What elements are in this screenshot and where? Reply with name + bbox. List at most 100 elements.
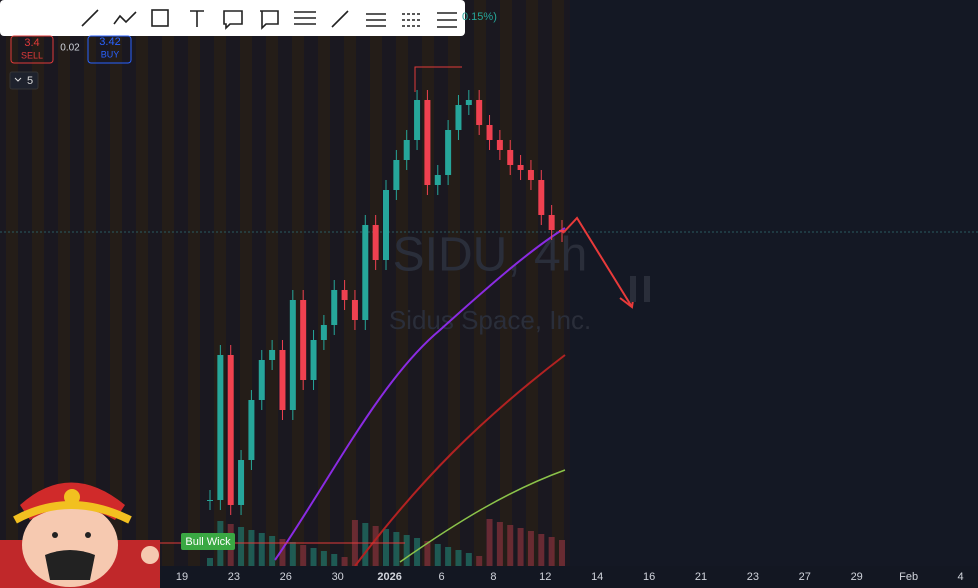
volume-bar [383, 529, 389, 566]
session-stripe [500, 0, 512, 566]
candle-body [476, 100, 483, 125]
tool-ray[interactable] [331, 10, 349, 28]
buy-price: 3.42 [99, 36, 120, 48]
volume-bar [538, 534, 545, 566]
volume-bar [455, 550, 462, 566]
buy-label: BUY [101, 49, 120, 59]
drawing-bracket [414, 66, 462, 92]
tool-fib[interactable] [294, 11, 316, 25]
session-stripe [344, 0, 356, 566]
candle-body [269, 350, 276, 360]
candle-body [527, 170, 534, 180]
volume-bar [238, 527, 245, 566]
volume-bar [476, 556, 483, 566]
tool-gann[interactable] [437, 12, 457, 28]
x-tick-label: 23 [747, 571, 759, 583]
session-stripe [526, 0, 538, 566]
x-tick-label: 19 [176, 571, 188, 583]
session-stripe [32, 0, 44, 566]
volume-bar [372, 526, 379, 566]
volume-bar [517, 528, 524, 566]
tool-callout[interactable] [223, 10, 243, 30]
candle-body [393, 160, 400, 190]
tool-rect[interactable] [151, 9, 169, 27]
session-stripe [292, 0, 304, 566]
session-stripe [370, 0, 382, 566]
volume-bar [269, 536, 276, 566]
mascot [0, 482, 160, 588]
candle-body [238, 460, 245, 505]
volume-bar [248, 530, 255, 566]
candle-body [455, 105, 462, 130]
volume-bar [414, 538, 421, 566]
tool-channel[interactable] [366, 13, 386, 27]
buy-button[interactable] [87, 35, 132, 64]
session-stripe [266, 0, 278, 566]
sell-button[interactable] [10, 35, 54, 64]
x-tick-label: 14 [591, 571, 603, 583]
candle-body [372, 225, 379, 260]
x-tick-label: 21 [695, 571, 707, 583]
ma-purple [274, 227, 566, 561]
candle-body [310, 340, 317, 380]
spread: 0.02 [60, 43, 80, 54]
candle-body [445, 130, 452, 175]
watermark-company: Sidus Space, Inc. [389, 305, 591, 335]
tool-note[interactable] [260, 10, 279, 30]
x-tick-label: 2026 [377, 571, 401, 583]
x-tick-label: 26 [280, 571, 292, 583]
candle-body [362, 225, 369, 320]
tool-path[interactable] [113, 11, 137, 25]
candle-body [548, 215, 555, 230]
x-tick-label: 4 [957, 571, 963, 583]
volume-bar [393, 532, 400, 566]
volume-bar [289, 542, 296, 566]
session-stripe [422, 0, 434, 566]
volume-bar [496, 522, 503, 566]
candle-body [331, 290, 338, 325]
candle-body [227, 355, 234, 505]
candle-body [258, 360, 265, 400]
candle-body [517, 165, 524, 170]
interval-menu[interactable] [9, 71, 39, 90]
chevron [14, 77, 22, 82]
annotation-box [181, 533, 235, 550]
volume-bar [403, 535, 410, 566]
candle-body [383, 190, 389, 260]
session-stripe [552, 0, 564, 566]
candle-body [434, 175, 441, 185]
candle-body [496, 140, 503, 150]
volume-bar [258, 533, 265, 566]
candle-body [248, 400, 255, 460]
ma-red [354, 354, 566, 567]
volume-bar [362, 523, 369, 566]
x-tick-label: 27 [799, 571, 811, 583]
volume-bar [424, 541, 431, 566]
candle-body [217, 355, 224, 500]
candle-body [559, 230, 565, 232]
session-stripe [110, 0, 122, 566]
session-stripe [6, 0, 18, 566]
sell-label: SELL [21, 50, 43, 60]
x-tick-label: Feb [899, 571, 918, 583]
x-tick-label: 16 [643, 571, 655, 583]
sell-price: 3.4 [24, 37, 39, 49]
session-stripe [136, 0, 148, 566]
candle-body [486, 125, 493, 140]
session-stripe [162, 0, 174, 566]
volume-bar [507, 525, 514, 566]
volume-bar [279, 539, 286, 566]
volume-bar [559, 540, 565, 566]
candle-body [289, 300, 296, 410]
x-tick-label: 23 [228, 571, 240, 583]
tool-line[interactable] [81, 9, 99, 27]
watermark-symbol: SIDU, 4h [393, 229, 588, 282]
tool-text[interactable] [190, 10, 204, 27]
pause-bar [644, 276, 650, 302]
tool-pitch[interactable] [402, 13, 420, 27]
ma-green [399, 469, 566, 563]
candle-body [403, 140, 410, 160]
session-stripe [58, 0, 70, 566]
x-tick-label: 30 [332, 571, 344, 583]
